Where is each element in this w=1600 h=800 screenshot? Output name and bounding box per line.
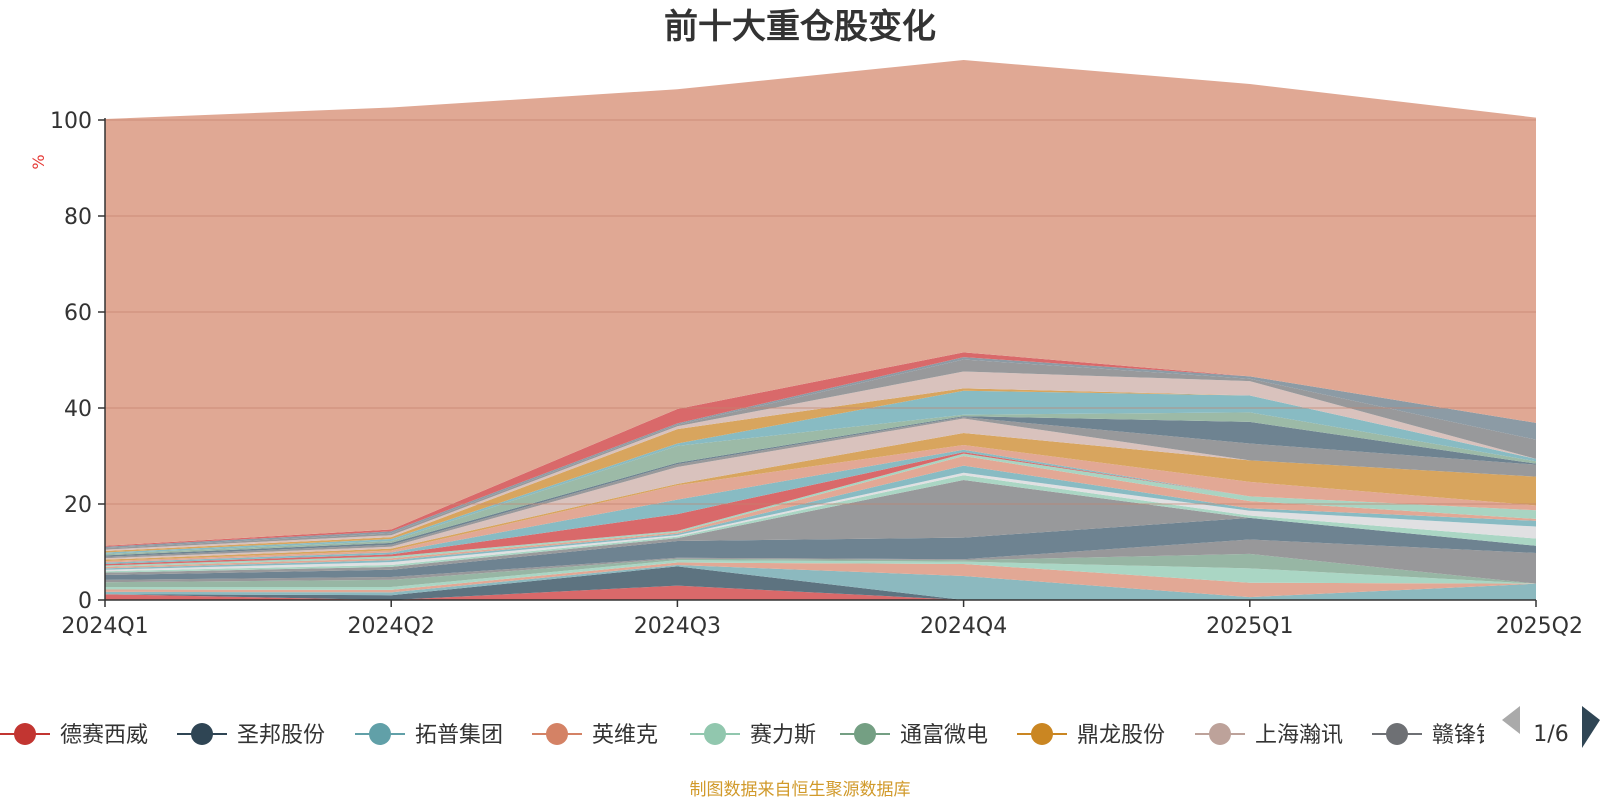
- area-series-6: [105, 553, 1536, 588]
- legend-label: 鼎龙股份: [1077, 723, 1165, 748]
- legend-item-9[interactable]: 赣锋锂业: [1372, 723, 1520, 748]
- legend-label: 赛力斯: [750, 723, 816, 748]
- legend-label: 上海瀚讯: [1255, 723, 1343, 748]
- area-series-17: [105, 444, 1536, 563]
- legend-item-6[interactable]: 通富微电: [840, 723, 988, 748]
- legend-label: 德赛西威: [60, 723, 148, 748]
- legend-marker: [369, 723, 391, 745]
- area-series-23: [105, 390, 1536, 554]
- grid-lines: [105, 119, 1536, 505]
- y-tick-label-0: 0: [78, 589, 92, 614]
- legend-marker: [191, 723, 213, 745]
- legend-marker: [1209, 723, 1231, 745]
- axes: 0 20 40 60 80 100 2024Q1 2024Q2 2024Q3 2024Q4 2025…: [50, 109, 1583, 639]
- legend-marker: [14, 723, 36, 745]
- area-series-25: [105, 371, 1536, 552]
- x-tick-label-2024Q2: 2024Q2: [348, 614, 435, 639]
- legend-label: 赣锋锂业: [1432, 723, 1520, 748]
- legend-label: 英维克: [592, 723, 658, 748]
- legend-prev-icon[interactable]: [1502, 706, 1520, 734]
- legend: 德赛西威 圣邦股份 拓普集团 英维克 赛力斯 通富微电 鼎龙股份 上海瀚讯 赣锋锂业: [0, 723, 1520, 748]
- area-series-5: [105, 560, 1536, 590]
- area-series-9: [105, 480, 1536, 576]
- area-series-18: [105, 432, 1536, 562]
- y-tick-label-100: 100: [50, 109, 92, 134]
- area-series-26: [105, 359, 1536, 550]
- area-series-4: [105, 562, 1536, 598]
- x-tick-label-2025Q1: 2025Q1: [1206, 614, 1293, 639]
- y-axis-unit: %: [29, 154, 48, 169]
- y-tick-label-60: 60: [64, 301, 92, 326]
- x-tick-label-2024Q3: 2024Q3: [634, 614, 721, 639]
- legend-marker: [1031, 723, 1053, 745]
- legend-item-7[interactable]: 鼎龙股份: [1017, 723, 1165, 748]
- legend-item-2[interactable]: 圣邦股份: [177, 723, 325, 748]
- legend-items: 德赛西威 圣邦股份 拓普集团 英维克 赛力斯 通富微电 鼎龙股份 上海瀚讯 赣锋锂业: [0, 723, 1520, 748]
- legend-item-4[interactable]: 英维克: [532, 723, 658, 748]
- area-series-19: [105, 418, 1536, 560]
- legend-marker: [854, 723, 876, 745]
- legend-item-8[interactable]: 上海瀚讯: [1195, 723, 1343, 748]
- x-tick-label-2024Q1: 2024Q1: [61, 614, 148, 639]
- x-tick-label-2025Q2: 2025Q2: [1496, 614, 1583, 639]
- area-series-8: [105, 517, 1536, 580]
- legend-marker: [704, 723, 726, 745]
- area-series-7: [105, 539, 1536, 584]
- area-series-3: [105, 564, 1536, 600]
- legend-label: 圣邦股份: [237, 723, 325, 748]
- y-tick-label-40: 40: [64, 397, 92, 422]
- y-tick-label-80: 80: [64, 205, 92, 230]
- area-series-22: [105, 412, 1536, 556]
- legend-label: 通富微电: [900, 723, 988, 748]
- data-source-note: 制图数据来自恒生聚源数据库: [690, 780, 911, 800]
- legend-item-1[interactable]: 德赛西威: [0, 723, 148, 748]
- legend-pager: 1/6: [1502, 706, 1600, 748]
- legend-page-indicator: 1/6: [1533, 722, 1568, 747]
- area-series-group: [105, 60, 1536, 600]
- legend-label: 拓普集团: [415, 723, 503, 748]
- legend-item-5[interactable]: 赛力斯: [690, 723, 816, 748]
- x-tick-label-2024Q4: 2024Q4: [920, 614, 1007, 639]
- chart-title: 前十大重仓股变化: [664, 7, 936, 47]
- legend-marker: [1386, 723, 1408, 745]
- area-series-29: [105, 60, 1536, 546]
- area-series-24: [105, 388, 1536, 553]
- legend-item-3[interactable]: 拓普集团: [355, 723, 503, 748]
- legend-next-icon[interactable]: [1582, 706, 1600, 748]
- y-tick-label-20: 20: [64, 493, 92, 518]
- legend-marker: [546, 723, 568, 745]
